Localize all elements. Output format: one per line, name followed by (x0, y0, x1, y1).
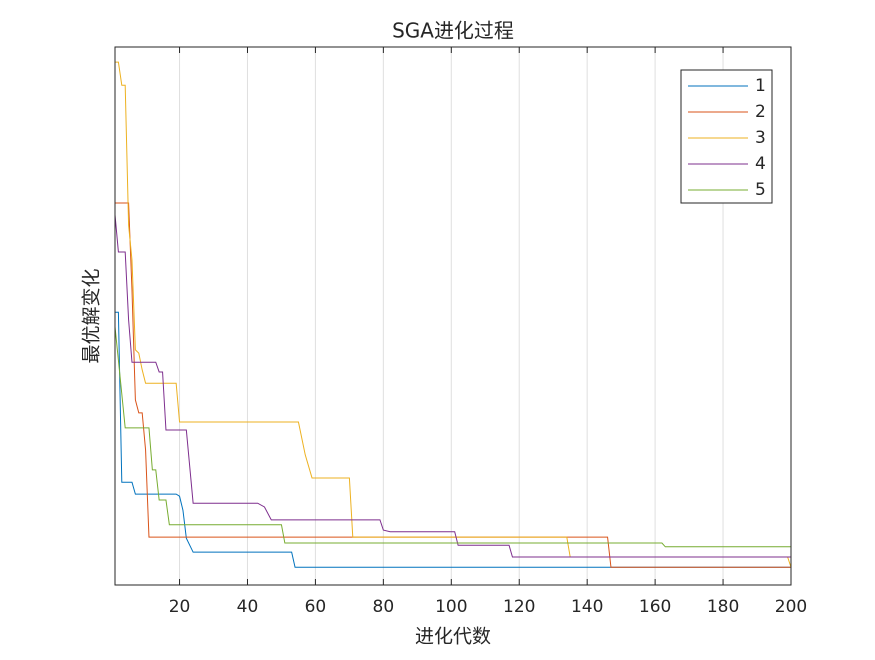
x-tick-label: 80 (373, 597, 395, 617)
data-line (115, 202, 791, 568)
x-axis-label: 进化代数 (415, 626, 491, 648)
x-tick-label: 120 (503, 597, 535, 617)
plot-frame (114, 46, 792, 586)
data-line (114, 214, 791, 558)
data-line (115, 311, 791, 568)
x-tick-label: 140 (571, 597, 603, 617)
x-tick-label: 100 (435, 597, 467, 617)
x-tick-label: 160 (639, 597, 671, 617)
x-tick-label: 180 (707, 597, 739, 617)
x-tick-label: 60 (305, 597, 327, 617)
data-line (115, 61, 792, 568)
legend-box (680, 69, 773, 204)
chart-title: SGA进化过程 (392, 19, 514, 43)
x-tick-label: 200 (775, 597, 807, 617)
legend-label: 3 (755, 128, 766, 148)
x-tick-label: 20 (169, 597, 191, 617)
legend-label: 1 (755, 76, 766, 96)
data-line (114, 326, 791, 548)
x-tick-label: 40 (237, 597, 259, 617)
legend-label: 4 (755, 154, 766, 174)
legend-label: 2 (755, 102, 766, 122)
legend-label: 5 (755, 180, 766, 200)
y-axis-label: 最优解变化 (81, 268, 103, 363)
